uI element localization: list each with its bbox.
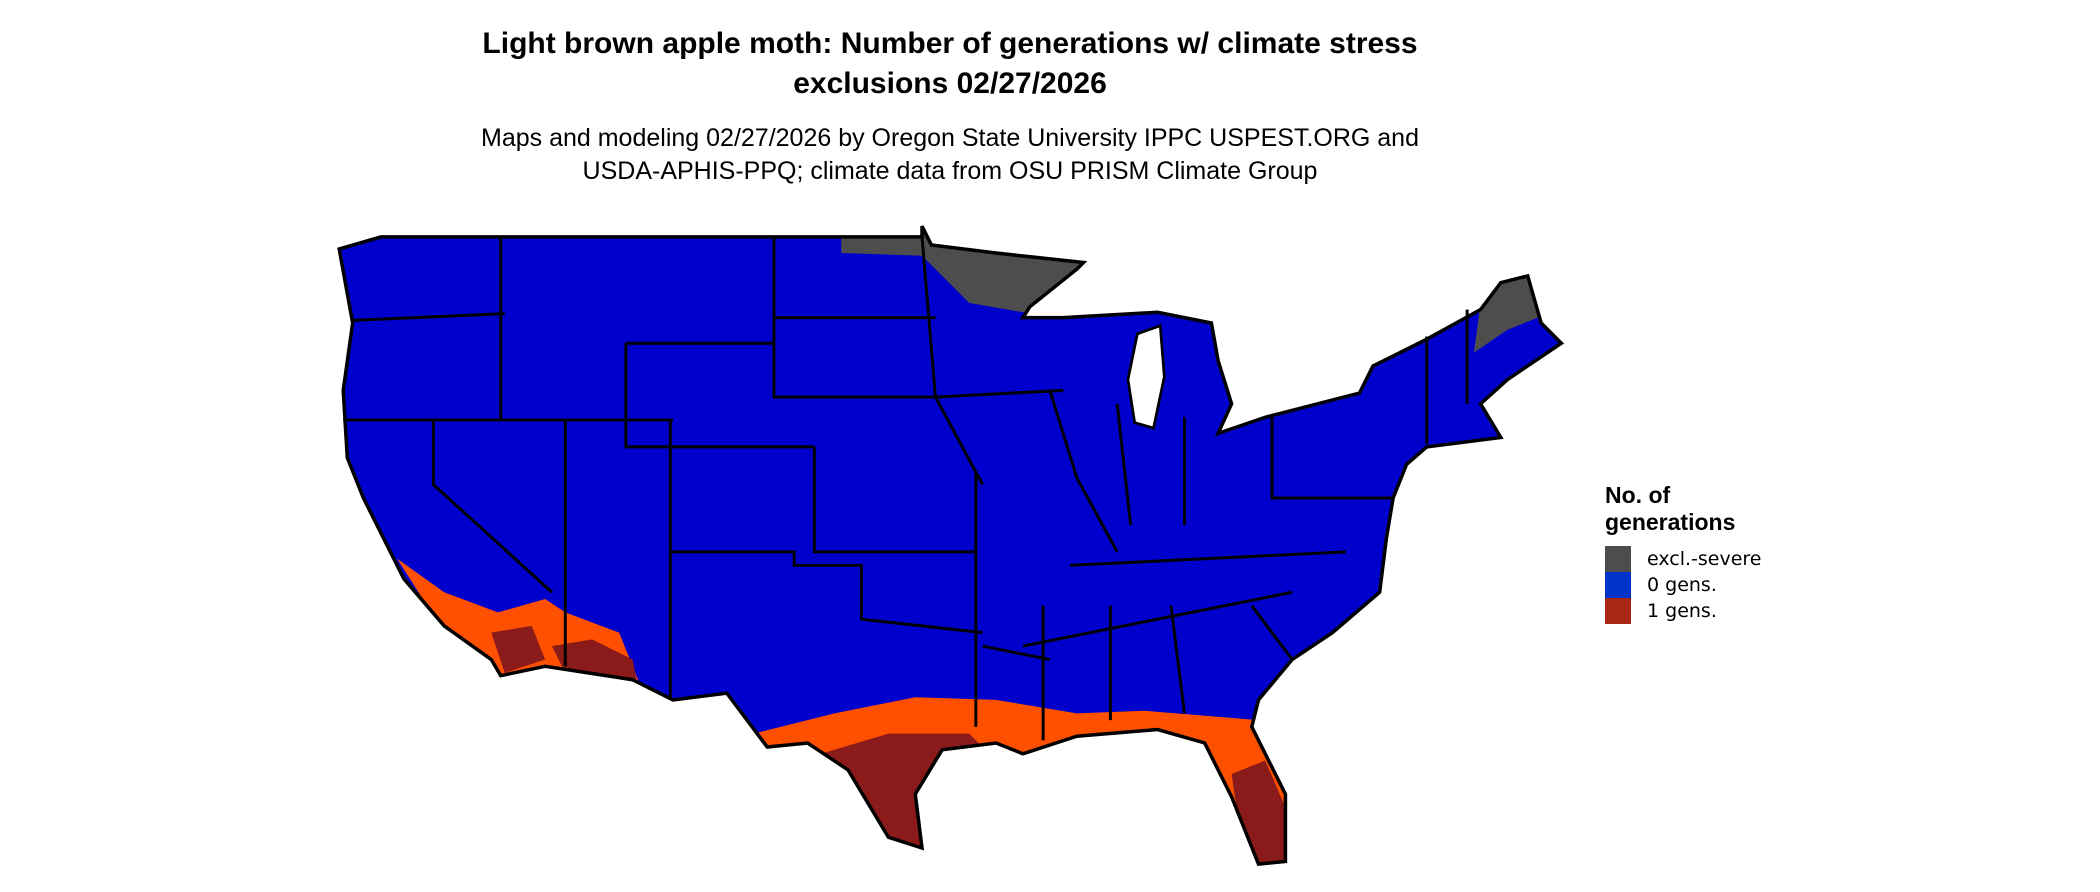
state-borders (337, 224, 1564, 866)
legend-title: No. of generations (1605, 482, 1762, 536)
legend-label: 0 gens. (1647, 574, 1717, 596)
legend-swatch (1605, 546, 1631, 572)
title-line-1: Light brown apple moth: Number of genera… (482, 27, 1418, 60)
legend-label: excl.-severe (1647, 548, 1762, 570)
legend-swatch (1605, 572, 1631, 598)
one-gen-dark-socal (491, 625, 546, 673)
legend-title-line-2: generations (1605, 509, 1736, 535)
lake-michigan (1126, 323, 1166, 430)
subtitle-line-2: USDA-APHIS-PPQ; climate data from OSU PR… (582, 157, 1318, 185)
title-line-2: exclusions 02/27/2026 (793, 67, 1107, 100)
zero-gens-region (339, 226, 1562, 865)
legend-label: 1 gens. (1647, 600, 1717, 622)
legend-item-zero-gens: 0 gens. (1605, 572, 1762, 598)
legend-item-excluded: excl.-severe (1605, 546, 1762, 572)
one-gen-light-gulf (753, 697, 1293, 865)
legend-title-line-1: No. of (1605, 482, 1671, 508)
legend-item-one-gen: 1 gens. (1605, 598, 1762, 624)
map-title: Light brown apple moth: Number of genera… (350, 24, 1550, 104)
subtitle-line-1: Maps and modeling 02/27/2026 by Oregon S… (481, 124, 1419, 152)
legend-swatch (1605, 598, 1631, 624)
map-subtitle: Maps and modeling 02/27/2026 by Oregon S… (350, 122, 1550, 188)
legend: No. of generations excl.-severe 0 gens. … (1605, 482, 1762, 624)
